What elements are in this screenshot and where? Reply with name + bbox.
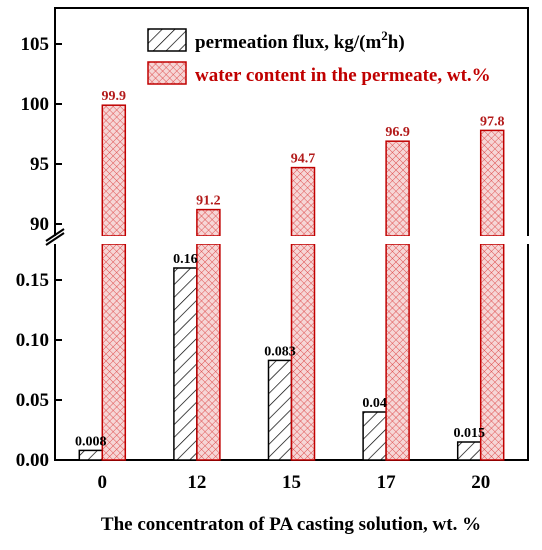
data-label-water-content: 99.9 bbox=[102, 89, 127, 104]
bar-water-content-upper bbox=[196, 208, 221, 237]
x-tick-label: 0 bbox=[98, 472, 108, 493]
data-label-water-content: 96.9 bbox=[385, 125, 410, 140]
bar-permeation-flux bbox=[173, 267, 198, 461]
x-tick-label: 20 bbox=[471, 472, 490, 493]
bar-water-content-lower bbox=[101, 243, 127, 461]
legend: permeation flux, kg/(m2h) water content … bbox=[147, 28, 491, 86]
legend-swatch-flux bbox=[147, 28, 187, 52]
x-tick-label: 12 bbox=[187, 472, 206, 493]
bar-water-content-upper bbox=[385, 140, 410, 237]
data-label-permeation-flux: 0.008 bbox=[75, 434, 107, 449]
y-tick-label: 100 bbox=[21, 94, 50, 115]
data-label-permeation-flux: 0.16 bbox=[173, 252, 198, 267]
y-axis-ticks: 0.00 0.05 0.10 0.15 90 95 100 105 bbox=[16, 34, 62, 471]
data-label-permeation-flux: 0.015 bbox=[453, 426, 485, 441]
axis-break bbox=[45, 228, 530, 246]
data-label-water-content: 91.2 bbox=[196, 194, 221, 209]
data-labels: 0.008 99.9 0.16 91.2 0.083 94.7 0.04 96.9 0.015 9… bbox=[75, 89, 504, 449]
data-label-permeation-flux: 0.04 bbox=[362, 396, 387, 411]
bar-water-content-upper bbox=[290, 166, 316, 237]
bar-permeation-flux bbox=[456, 441, 482, 461]
bar-water-content-lower bbox=[196, 243, 221, 461]
x-tick-label: 17 bbox=[377, 472, 397, 493]
legend-label-water: water content in the permeate, wt.% bbox=[195, 65, 491, 86]
bar-water-content-upper bbox=[101, 104, 127, 237]
bar-water-content-upper bbox=[479, 129, 505, 237]
x-axis-title: The concentraton of PA casting solution,… bbox=[101, 514, 481, 535]
y-tick-label: 0.00 bbox=[16, 450, 49, 471]
bar-water-content-lower bbox=[385, 243, 410, 461]
bars bbox=[78, 104, 505, 461]
y-tick-label: 0.10 bbox=[16, 330, 49, 351]
y-tick-label: 105 bbox=[21, 34, 50, 55]
bar-permeation-flux bbox=[78, 449, 104, 461]
y-tick-label: 0.05 bbox=[16, 390, 49, 411]
data-label-permeation-flux: 0.083 bbox=[264, 344, 296, 359]
data-label-water-content: 97.8 bbox=[480, 114, 505, 129]
legend-swatch-water bbox=[147, 61, 187, 85]
legend-label-flux: permeation flux, kg/(m2h) bbox=[195, 28, 405, 53]
x-tick-label: 15 bbox=[282, 472, 301, 493]
y-tick-label: 95 bbox=[30, 154, 49, 175]
bar-permeation-flux bbox=[267, 359, 293, 461]
bar-permeation-flux bbox=[362, 411, 387, 461]
y-tick-label: 90 bbox=[30, 214, 49, 235]
y-tick-label: 0.15 bbox=[16, 270, 49, 291]
data-label-water-content: 94.7 bbox=[291, 152, 316, 167]
